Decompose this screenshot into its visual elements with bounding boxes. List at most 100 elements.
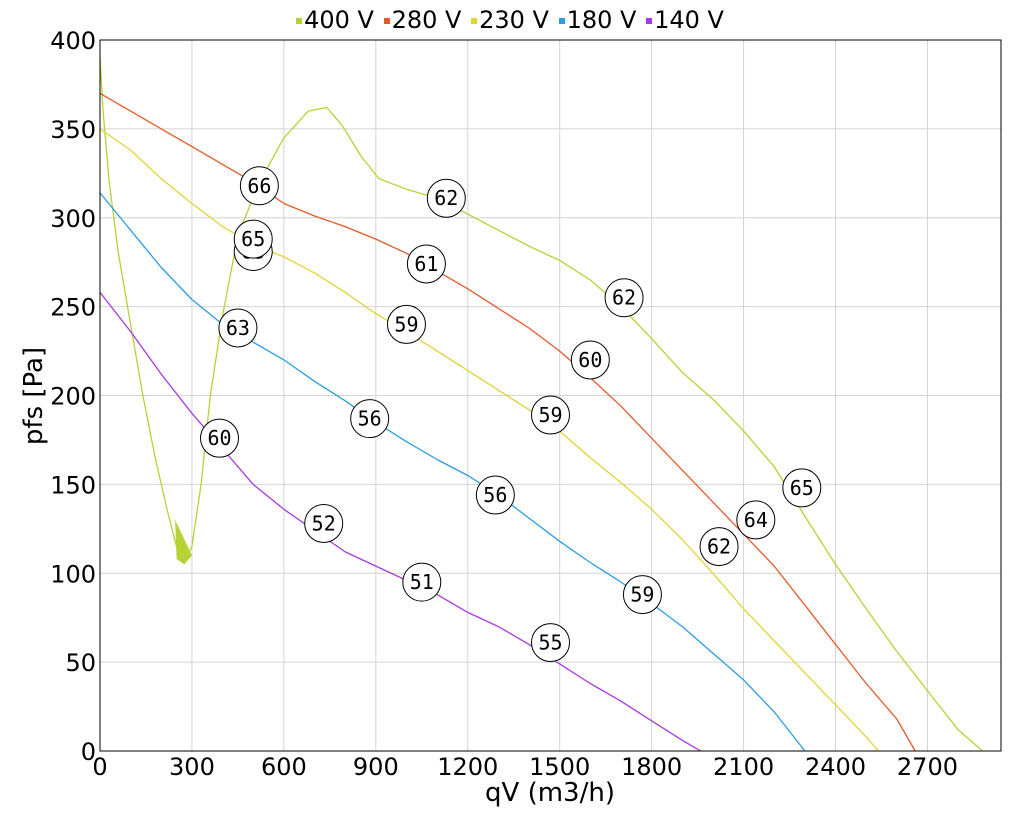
legend-swatch-230v xyxy=(471,18,478,24)
data-label-text: 63 xyxy=(226,316,250,340)
chart-legend: 400 V 280 V 230 V 180 V 140 V xyxy=(0,6,1020,34)
data-label-text: 55 xyxy=(538,631,562,655)
series-line-180v[interactable] xyxy=(99,192,806,752)
data-label-badge: 59 xyxy=(386,304,426,344)
data-label-badge: 52 xyxy=(304,503,344,543)
y-tick-label: 350 xyxy=(50,116,96,144)
data-label-badge: 63 xyxy=(218,308,258,348)
data-label-text: 59 xyxy=(394,312,418,336)
data-label-badge: 56 xyxy=(350,399,390,439)
data-labels: 6662626565616064655959626356565960525155 xyxy=(200,166,822,663)
data-label-text: 52 xyxy=(312,511,336,535)
data-label-circle xyxy=(239,166,279,206)
data-label-text: 56 xyxy=(358,407,382,431)
data-label-circle xyxy=(604,278,644,318)
y-tick-label: 200 xyxy=(50,383,96,411)
data-label-badge: 62 xyxy=(604,278,644,318)
data-label-text: 56 xyxy=(483,483,507,507)
data-label-circle xyxy=(426,178,466,218)
tick-labels: 0 300 600 900 1200 1500 1800 2100 2400 2700 0 50 100… xyxy=(50,27,958,781)
y-tick-label: 250 xyxy=(50,294,96,322)
data-label-text: 60 xyxy=(207,426,231,450)
data-label-badge: 60 xyxy=(200,418,240,458)
legend-swatch-280v xyxy=(383,18,390,24)
x-axis-title: qV (m3/h) xyxy=(485,778,615,808)
data-label-text: 64 xyxy=(744,508,768,532)
data-label-circle xyxy=(475,475,515,515)
data-label-text: 65 xyxy=(241,227,265,251)
x-tick-label: 1200 xyxy=(437,753,498,781)
x-tick-label: 1800 xyxy=(621,753,682,781)
data-label-text: 59 xyxy=(538,403,562,427)
legend-item-140v[interactable]: 140 V xyxy=(646,6,724,34)
data-label-badge: 56 xyxy=(475,475,515,515)
x-tick-label: 600 xyxy=(261,753,307,781)
legend-label-280v: 280 V xyxy=(391,6,462,34)
y-tick-label: 300 xyxy=(50,205,96,233)
data-label-badge: 55 xyxy=(531,623,570,663)
data-label-badge: 59 xyxy=(531,395,570,435)
data-label-text: 62 xyxy=(434,186,458,210)
data-label-circle xyxy=(304,503,344,543)
data-label-badge: 59 xyxy=(622,575,662,615)
data-label-badge: 51 xyxy=(402,562,442,602)
data-label-badge: 66 xyxy=(239,166,279,206)
y-axis-title: pfs [Pa] xyxy=(19,347,49,445)
legend-swatch-400v xyxy=(296,18,303,24)
data-label-text: 65 xyxy=(790,476,814,500)
data-label-text: 62 xyxy=(612,286,636,310)
y-tick-label: 400 xyxy=(50,27,96,55)
legend-label-140v: 140 V xyxy=(654,6,724,34)
data-label-circle xyxy=(699,527,739,567)
y-tick-label: 0 xyxy=(81,738,96,766)
legend-item-180v[interactable]: 180 V xyxy=(558,6,637,34)
x-tick-label: 2400 xyxy=(805,753,866,781)
legend-item-280v[interactable]: 280 V xyxy=(383,6,462,34)
data-label-circle xyxy=(233,219,273,259)
data-label-circle xyxy=(736,500,776,540)
legend-swatch-140v xyxy=(646,18,653,24)
data-label-circle xyxy=(622,575,662,615)
data-label-text: 51 xyxy=(410,570,434,594)
fill-regions xyxy=(175,519,192,565)
data-label-circle xyxy=(406,244,446,284)
legend-label-230v: 230 V xyxy=(479,6,549,34)
y-tick-label: 150 xyxy=(50,471,96,499)
data-label-circle xyxy=(402,562,442,602)
data-label-badge: 60 xyxy=(570,340,610,380)
x-tick-label: 300 xyxy=(169,753,215,781)
series-line-230v[interactable] xyxy=(99,128,879,752)
legend-label-180v: 180 V xyxy=(566,6,637,34)
plot-frame xyxy=(99,39,1002,752)
legend-label-400v: 400 V xyxy=(304,6,374,34)
series-line-280v[interactable] xyxy=(99,92,916,752)
x-tick-label: 0 xyxy=(92,753,107,781)
fill-region-400v xyxy=(175,519,192,565)
data-label-circle xyxy=(218,308,258,348)
x-tick-label: 2100 xyxy=(713,753,774,781)
data-label-text: 60 xyxy=(578,348,602,372)
data-label-badge: 64 xyxy=(736,500,776,540)
data-label-badge: 65 xyxy=(233,219,273,259)
y-tick-label: 100 xyxy=(50,560,96,588)
data-label-circle xyxy=(531,395,570,435)
data-label-badge: 62 xyxy=(426,178,466,218)
data-label-circle xyxy=(570,340,610,380)
data-label-badge: 65 xyxy=(782,468,822,508)
series-line-400v[interactable] xyxy=(99,57,984,752)
legend-swatch-180v xyxy=(558,18,565,24)
data-label-circle xyxy=(531,623,570,663)
data-label-text: 59 xyxy=(630,583,654,607)
data-label-circle xyxy=(200,418,240,458)
data-label-circle xyxy=(350,399,390,439)
series-line-140v[interactable] xyxy=(99,291,702,752)
legend-item-230v[interactable]: 230 V xyxy=(471,6,549,34)
data-label-badge: 62 xyxy=(699,527,739,567)
data-label-circle xyxy=(782,468,822,508)
legend-item-400v[interactable]: 400 V xyxy=(296,6,374,34)
x-tick-label: 1500 xyxy=(529,753,590,781)
data-label-text: 66 xyxy=(247,174,271,198)
data-label-text: 61 xyxy=(414,252,438,276)
x-tick-label: 900 xyxy=(353,753,399,781)
